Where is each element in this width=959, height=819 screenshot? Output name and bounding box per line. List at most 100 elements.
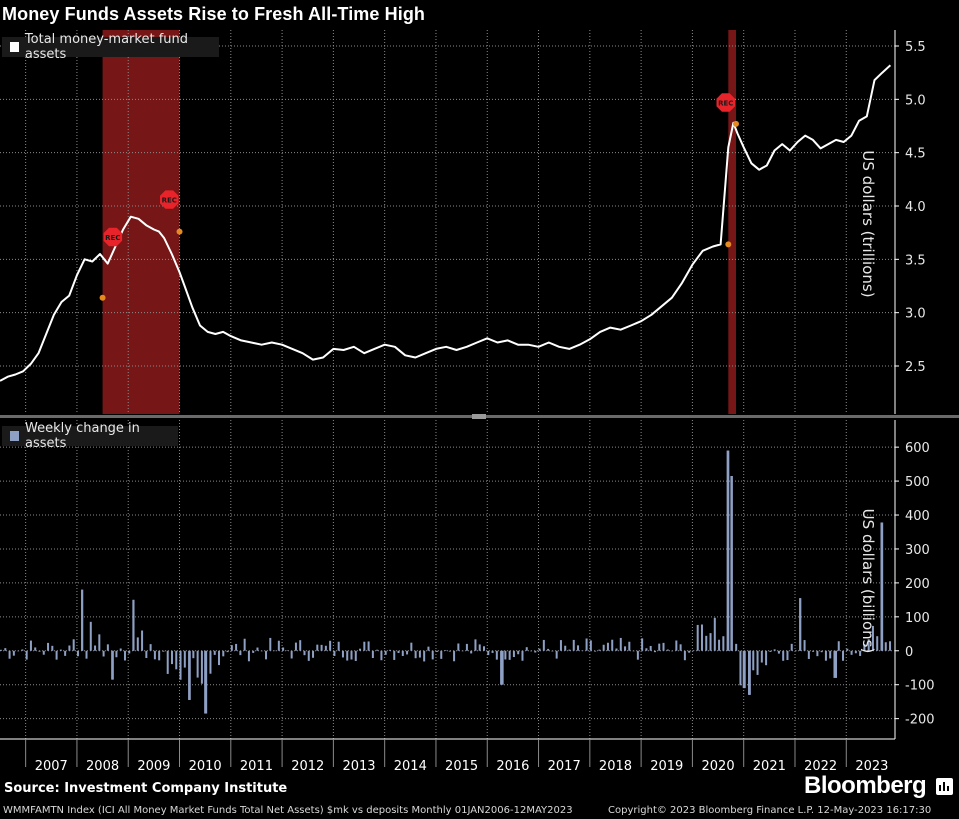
bar-weekly-change bbox=[68, 645, 71, 651]
bar-weekly-change bbox=[517, 650, 520, 655]
bar-weekly-change bbox=[564, 645, 567, 651]
bar-weekly-change bbox=[247, 650, 250, 662]
bar-weekly-change bbox=[448, 650, 451, 652]
bar-weekly-change bbox=[611, 639, 614, 651]
bar-weekly-change bbox=[329, 640, 332, 651]
y-tick-label-top: 2.5 bbox=[905, 360, 926, 375]
bar-weekly-change-notable bbox=[881, 522, 884, 651]
rec-badge-icon bbox=[160, 190, 179, 209]
recession-marker-dot bbox=[725, 241, 732, 248]
bar-weekly-change bbox=[675, 640, 678, 651]
bar-weekly-change bbox=[316, 644, 319, 651]
y-axis-label-bottom: US dollars (billions) bbox=[859, 508, 877, 654]
bar-weekly-change bbox=[76, 650, 79, 657]
bar-weekly-change bbox=[863, 644, 866, 651]
bar-weekly-change bbox=[504, 650, 507, 660]
x-tick-label: 2008 bbox=[86, 759, 119, 774]
bar-weekly-change bbox=[842, 650, 845, 661]
bar-weekly-change bbox=[17, 650, 20, 652]
bar-weekly-change bbox=[679, 644, 682, 651]
bar-weekly-change bbox=[769, 650, 772, 652]
bar-weekly-change bbox=[170, 650, 173, 665]
rec-badge-label: REC bbox=[162, 197, 177, 205]
bar-weekly-change bbox=[795, 650, 798, 652]
bar-weekly-change bbox=[606, 642, 609, 651]
bar-weekly-change bbox=[106, 644, 109, 651]
y-tick-label-bottom: 100 bbox=[905, 611, 930, 626]
bar-weekly-change bbox=[824, 650, 827, 661]
bar-weekly-change bbox=[42, 650, 45, 655]
bar-weekly-change bbox=[423, 650, 426, 662]
y-tick-label-top: 5.5 bbox=[905, 40, 926, 55]
bar-weekly-change bbox=[547, 648, 550, 651]
footer-copyright: Copyright© 2023 Bloomberg Finance L.P. 1… bbox=[608, 805, 932, 816]
y-tick-label-bottom: 200 bbox=[905, 577, 930, 592]
bar-weekly-change bbox=[867, 639, 870, 651]
bar-weekly-change bbox=[666, 649, 669, 651]
bar-weekly-change bbox=[94, 645, 97, 651]
bar-weekly-change bbox=[290, 650, 293, 659]
bar-weekly-change bbox=[213, 650, 216, 655]
bar-weekly-change bbox=[55, 650, 58, 660]
x-tick-label: 2011 bbox=[240, 759, 273, 774]
bar-weekly-change bbox=[29, 640, 32, 651]
x-tick-label: 2022 bbox=[804, 759, 837, 774]
bar-weekly-change bbox=[34, 647, 37, 651]
recession-marker-dot bbox=[733, 120, 740, 127]
y-tick-label-top: 3.5 bbox=[905, 253, 926, 268]
bar-weekly-change bbox=[696, 624, 699, 651]
x-tick-label: 2014 bbox=[394, 759, 427, 774]
y-tick-label-top: 4.0 bbox=[905, 200, 926, 215]
bar-weekly-change bbox=[123, 650, 126, 661]
bar-weekly-change bbox=[21, 649, 24, 651]
bar-weekly-change-notable bbox=[799, 598, 802, 651]
bar-weekly-change-notable bbox=[81, 589, 84, 651]
bar-weekly-change bbox=[568, 649, 571, 651]
bar-weekly-change-notable bbox=[748, 650, 751, 695]
bar-weekly-change bbox=[581, 650, 584, 652]
bar-weekly-change bbox=[859, 650, 862, 656]
bar-weekly-change bbox=[478, 644, 481, 651]
y-tick-label-top: 5.0 bbox=[905, 93, 926, 108]
legend-swatch-bar bbox=[10, 431, 20, 441]
bar-weekly-change bbox=[559, 640, 562, 651]
bar-weekly-change bbox=[158, 650, 161, 661]
bar-weekly-change bbox=[376, 649, 379, 651]
bar-weekly-change-notable bbox=[835, 650, 838, 678]
bar-weekly-change bbox=[641, 638, 644, 651]
x-tick-label: 2010 bbox=[189, 759, 222, 774]
recession-marker-dot bbox=[176, 228, 183, 235]
bar-weekly-change bbox=[89, 621, 92, 651]
bar-weekly-change bbox=[671, 650, 674, 652]
bar-weekly-change bbox=[658, 643, 661, 651]
bar-weekly-change bbox=[98, 634, 101, 651]
source-note: Source: Investment Company Institute bbox=[4, 781, 288, 796]
bar-weekly-change bbox=[572, 639, 575, 651]
bar-weekly-change bbox=[850, 650, 853, 655]
y-tick-label-bottom: -200 bbox=[905, 713, 935, 728]
rec-badge-icon bbox=[716, 93, 735, 112]
bar-weekly-change bbox=[183, 650, 186, 668]
bar-weekly-change bbox=[602, 644, 605, 651]
bar-weekly-change bbox=[495, 650, 498, 660]
x-tick-label: 2007 bbox=[35, 759, 68, 774]
bar-weekly-change bbox=[401, 650, 404, 656]
y-axis-label-top: US dollars (trillions) bbox=[859, 150, 877, 298]
bar-weekly-change bbox=[773, 649, 776, 651]
x-tick-label: 2021 bbox=[753, 759, 786, 774]
bar-weekly-change bbox=[457, 643, 460, 651]
bar-weekly-change bbox=[837, 641, 840, 651]
bar-weekly-change bbox=[833, 650, 836, 678]
bar-weekly-change bbox=[4, 648, 7, 651]
bar-weekly-change bbox=[393, 650, 396, 660]
bar-weekly-change bbox=[812, 650, 815, 652]
bar-weekly-change bbox=[521, 650, 524, 661]
bar-weekly-change bbox=[277, 640, 280, 651]
bar-weekly-change bbox=[192, 650, 195, 659]
bar-weekly-change bbox=[162, 650, 165, 652]
x-tick-label: 2020 bbox=[702, 759, 735, 774]
bar-weekly-change bbox=[149, 644, 152, 651]
bar-weekly-change bbox=[218, 650, 221, 666]
bar-weekly-change bbox=[692, 650, 695, 651]
